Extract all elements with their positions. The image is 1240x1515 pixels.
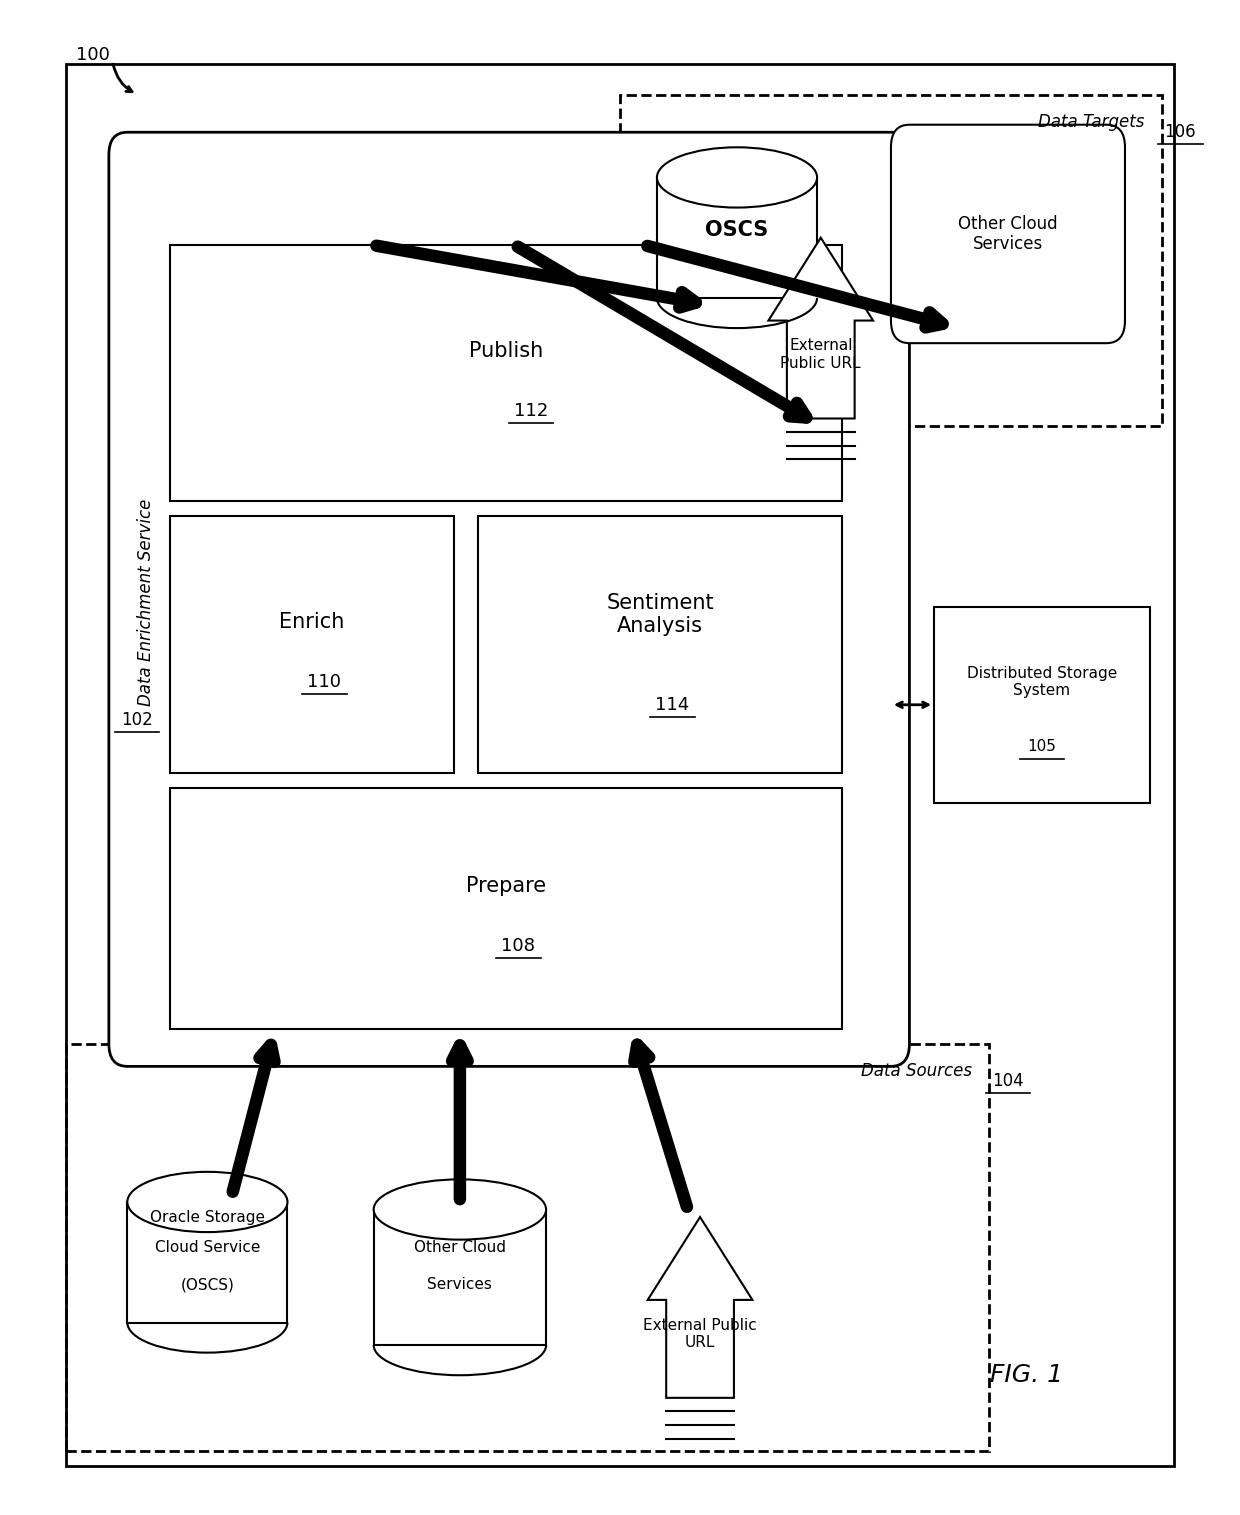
Text: Enrich: Enrich xyxy=(279,612,345,632)
Text: 110: 110 xyxy=(308,673,341,691)
FancyBboxPatch shape xyxy=(934,608,1149,803)
Text: FIG. 1: FIG. 1 xyxy=(990,1364,1063,1388)
Text: 105: 105 xyxy=(1028,739,1056,754)
Text: Distributed Storage
System: Distributed Storage System xyxy=(967,667,1117,698)
Text: External Public
URL: External Public URL xyxy=(644,1318,756,1350)
Text: 106: 106 xyxy=(1164,123,1197,141)
FancyBboxPatch shape xyxy=(170,245,842,501)
Ellipse shape xyxy=(373,1179,546,1239)
Text: Sentiment
Analysis: Sentiment Analysis xyxy=(606,592,714,636)
Text: Other Cloud: Other Cloud xyxy=(414,1239,506,1254)
Text: Oracle Storage: Oracle Storage xyxy=(150,1209,265,1224)
Text: OSCS: OSCS xyxy=(706,220,769,241)
Text: Data Enrichment Service: Data Enrichment Service xyxy=(138,492,155,706)
Text: 100: 100 xyxy=(76,47,110,64)
Bar xyxy=(128,1201,288,1323)
Text: External
Public URL: External Public URL xyxy=(780,338,861,371)
Text: 104: 104 xyxy=(992,1073,1024,1091)
FancyBboxPatch shape xyxy=(109,132,909,1067)
Ellipse shape xyxy=(128,1171,288,1232)
Text: Prepare: Prepare xyxy=(466,876,546,895)
Bar xyxy=(373,1209,546,1345)
Text: (OSCS): (OSCS) xyxy=(181,1277,234,1292)
Ellipse shape xyxy=(657,147,817,208)
Polygon shape xyxy=(769,238,873,418)
FancyBboxPatch shape xyxy=(479,517,842,773)
FancyBboxPatch shape xyxy=(892,124,1125,344)
Text: 102: 102 xyxy=(122,711,153,729)
Text: 108: 108 xyxy=(501,936,536,954)
Text: 114: 114 xyxy=(655,695,689,714)
Text: 112: 112 xyxy=(513,401,548,420)
FancyBboxPatch shape xyxy=(66,65,1174,1465)
Text: Other Cloud
Services: Other Cloud Services xyxy=(959,215,1058,253)
FancyBboxPatch shape xyxy=(170,788,842,1029)
Text: Data Sources: Data Sources xyxy=(861,1062,977,1080)
FancyBboxPatch shape xyxy=(170,517,454,773)
Bar xyxy=(657,177,817,298)
Polygon shape xyxy=(647,1217,753,1398)
Text: Data Targets: Data Targets xyxy=(1038,112,1149,130)
Text: Services: Services xyxy=(428,1277,492,1292)
Text: Publish: Publish xyxy=(469,341,543,361)
Text: Cloud Service: Cloud Service xyxy=(155,1239,260,1254)
